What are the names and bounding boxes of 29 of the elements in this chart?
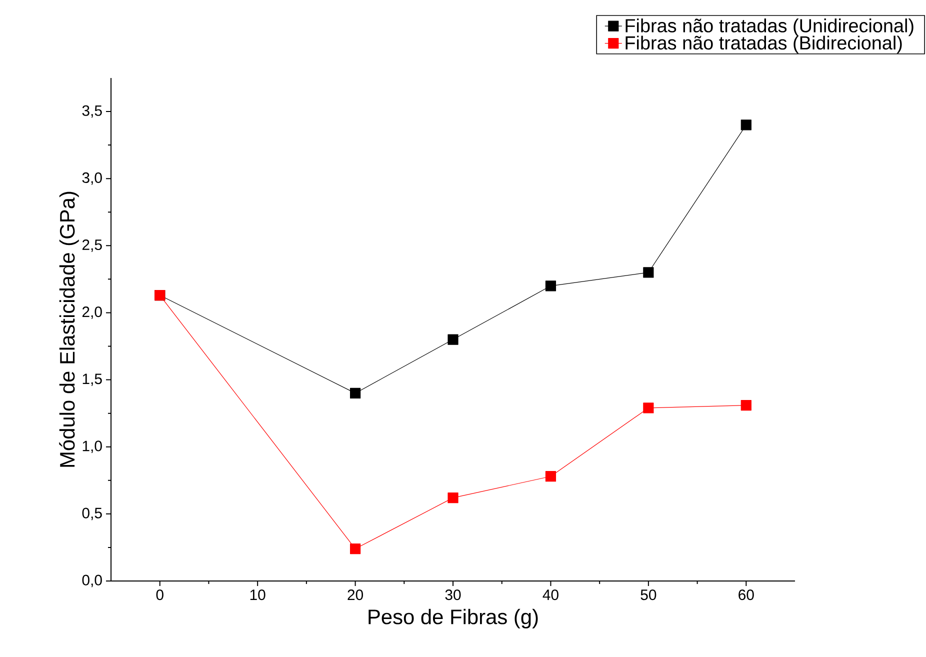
point xyxy=(448,492,458,504)
point xyxy=(643,402,654,414)
y-tick-label: 2,5 xyxy=(82,239,102,252)
y-tick-label: 0,0 xyxy=(82,574,102,588)
x-tick-label: 40 xyxy=(542,590,558,600)
point xyxy=(740,400,752,411)
point xyxy=(448,334,458,345)
point xyxy=(350,543,361,554)
point xyxy=(643,267,654,278)
point xyxy=(740,120,752,130)
x-axis-title: Peso de Fibras (g) xyxy=(368,608,538,628)
y-tick-label: 3,5 xyxy=(82,105,102,118)
y-tick-label: 0,5 xyxy=(82,508,102,520)
x-tick-label: 60 xyxy=(738,590,754,600)
legend-label: Fibras não tratadas (Unidirecional) xyxy=(626,18,914,36)
legend-label: Fibras não tratadas (Bidirecional) xyxy=(626,36,902,54)
point xyxy=(545,280,556,292)
y-axis-title: Módulo de Elasticidade (GPa) xyxy=(59,192,79,467)
x-tick-label: 10 xyxy=(250,590,266,600)
point xyxy=(545,471,556,482)
y-tick-label: 3,0 xyxy=(82,172,102,185)
x-tick-label: 20 xyxy=(348,590,364,600)
y-tick-label: 1,0 xyxy=(82,440,102,454)
point xyxy=(350,388,361,398)
x-tick-label: 30 xyxy=(445,590,461,600)
y-tick-label: 2,0 xyxy=(82,306,102,319)
x-tick-label: 0 xyxy=(156,590,164,600)
x-tick-label: 50 xyxy=(640,590,656,600)
y-tick-label: 1,5 xyxy=(82,374,102,386)
